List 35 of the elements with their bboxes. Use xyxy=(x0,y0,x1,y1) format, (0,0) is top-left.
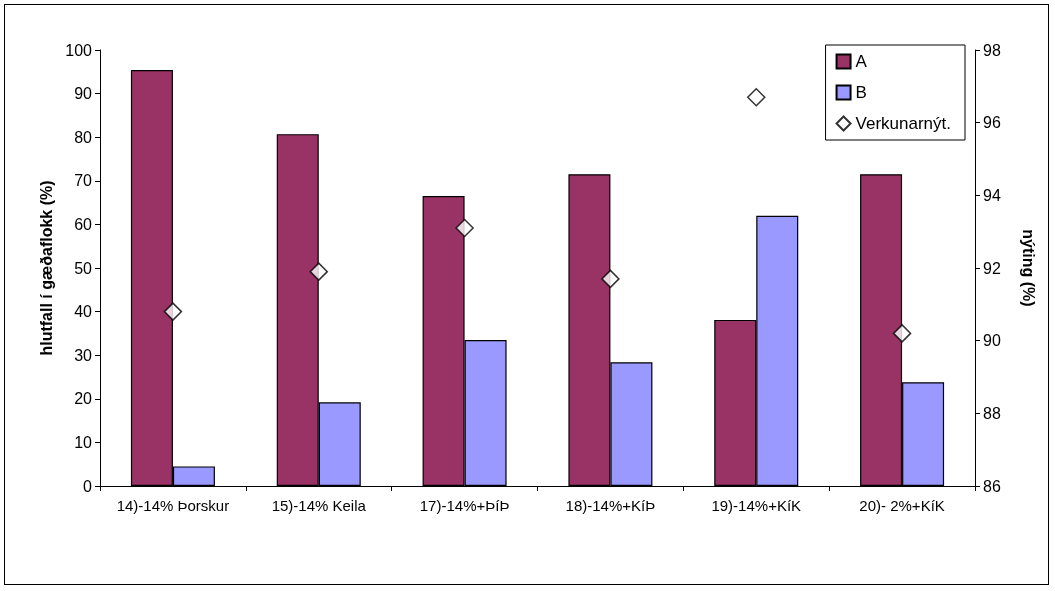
y-tick-label: 30 xyxy=(74,346,93,364)
y-tick-label: 0 xyxy=(83,477,93,495)
point xyxy=(747,87,766,107)
y2-tick-label: 96 xyxy=(983,114,1001,132)
y-tick-label: 80 xyxy=(74,128,93,146)
x-tick-label: 15)-14% Keila xyxy=(271,497,367,514)
point xyxy=(163,302,183,321)
y2-tick-label: 88 xyxy=(983,404,1001,422)
y-tick-label: 10 xyxy=(74,433,93,451)
y-tick-label: 40 xyxy=(74,303,93,321)
point xyxy=(455,218,474,238)
x-tick-label: 14)-14% Þorskur xyxy=(116,497,230,514)
y2-tick-label: 90 xyxy=(983,332,1001,350)
x-tick-label: 17)-14%+ÞíÞ xyxy=(419,497,510,514)
y-axis-title: hlutfall í gæðaflokk (%) xyxy=(37,180,55,356)
x-tick-label: 18)-14%+KíÞ xyxy=(565,497,656,514)
y2-tick-label: 86 xyxy=(983,477,1001,495)
x-tick-label: 19)-14%+KíK xyxy=(711,497,802,514)
y2-tick-label: 94 xyxy=(983,186,1001,204)
point xyxy=(309,262,328,281)
legend-label: Verkunarnýt. xyxy=(855,114,952,133)
y-tick-label: 50 xyxy=(74,259,93,277)
point xyxy=(892,324,912,343)
y2-tick-label: 98 xyxy=(983,41,1001,59)
y-tick-label: 70 xyxy=(74,172,93,190)
legend-label: A xyxy=(855,52,868,71)
y-tick-label: 60 xyxy=(74,215,93,233)
x-tick-label: 20)- 2%+KíK xyxy=(859,497,945,514)
y2-axis-title: nýting (%) xyxy=(1019,229,1037,307)
y2-tick-label: 92 xyxy=(983,259,1001,277)
y-tick-label: 100 xyxy=(65,41,93,59)
point xyxy=(601,269,620,289)
y-tick-label: 20 xyxy=(74,390,93,408)
legend-label: B xyxy=(855,83,867,102)
y-tick-label: 90 xyxy=(74,85,93,103)
